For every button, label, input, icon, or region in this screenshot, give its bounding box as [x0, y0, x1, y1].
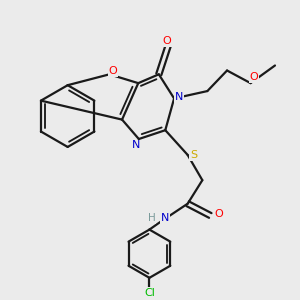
Text: H: H [148, 213, 156, 223]
Text: Cl: Cl [144, 288, 155, 298]
Text: O: O [214, 209, 223, 219]
Text: O: O [250, 72, 259, 82]
Text: S: S [190, 150, 197, 160]
Text: N: N [132, 140, 140, 151]
Text: O: O [162, 36, 171, 46]
Text: N: N [160, 213, 169, 223]
Text: O: O [109, 66, 117, 76]
Text: N: N [175, 92, 184, 102]
